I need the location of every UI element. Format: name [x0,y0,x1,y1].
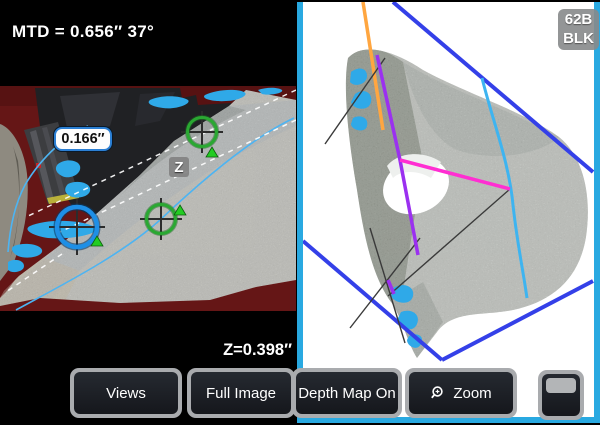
blade-edge-left [0,124,28,281]
zoom-button-label: Zoom [453,384,492,402]
orange-line [361,2,385,131]
pointcloud-3d[interactable] [303,2,594,415]
depth-map-button[interactable]: Depth Map On [292,368,402,418]
pointcloud-pane-3d[interactable]: 62B BLK [297,2,600,423]
cursor-2-green[interactable] [140,198,182,240]
measurement-value-label[interactable]: 0.166″ [54,127,112,151]
measurement-pane-2d[interactable]: MTD = 0.656″ 37° [0,0,297,425]
magenta-measure-line [399,158,511,191]
probe-badge-line1: 62B [564,10,593,28]
zoom-button[interactable]: Zoom [405,368,517,418]
inspection-image-2d[interactable] [0,86,296,311]
cyan-profile-line [480,77,529,299]
full-image-button[interactable]: Full Image [187,368,295,418]
rocker-switch-icon [542,374,580,416]
views-button[interactable]: Views [70,368,182,418]
blue-patches [8,87,283,273]
mtd-readout: MTD = 0.656″ 37° [12,22,155,41]
z-depth-readout: Z=0.398″ [223,341,292,359]
magnifier-icon [431,386,444,399]
pointcloud-blue-patches [350,68,423,348]
probe-badge-line2: BLK [563,29,594,47]
probe-badge: 62B BLK [558,9,599,50]
purple-tick [386,279,396,295]
views-button-label: Views [106,384,146,402]
plane-z-chip: Z [169,157,189,177]
cursor-handles[interactable] [90,146,219,247]
display-toggle-button[interactable] [538,370,584,420]
full-image-button-label: Full Image [205,384,277,402]
cursor-active-blue[interactable] [49,199,105,255]
depth-map-button-label: Depth Map On [298,384,396,402]
bounding-box-lines [303,2,594,362]
cursor-1-green[interactable] [181,111,223,153]
thin-reference-lines [324,57,511,344]
